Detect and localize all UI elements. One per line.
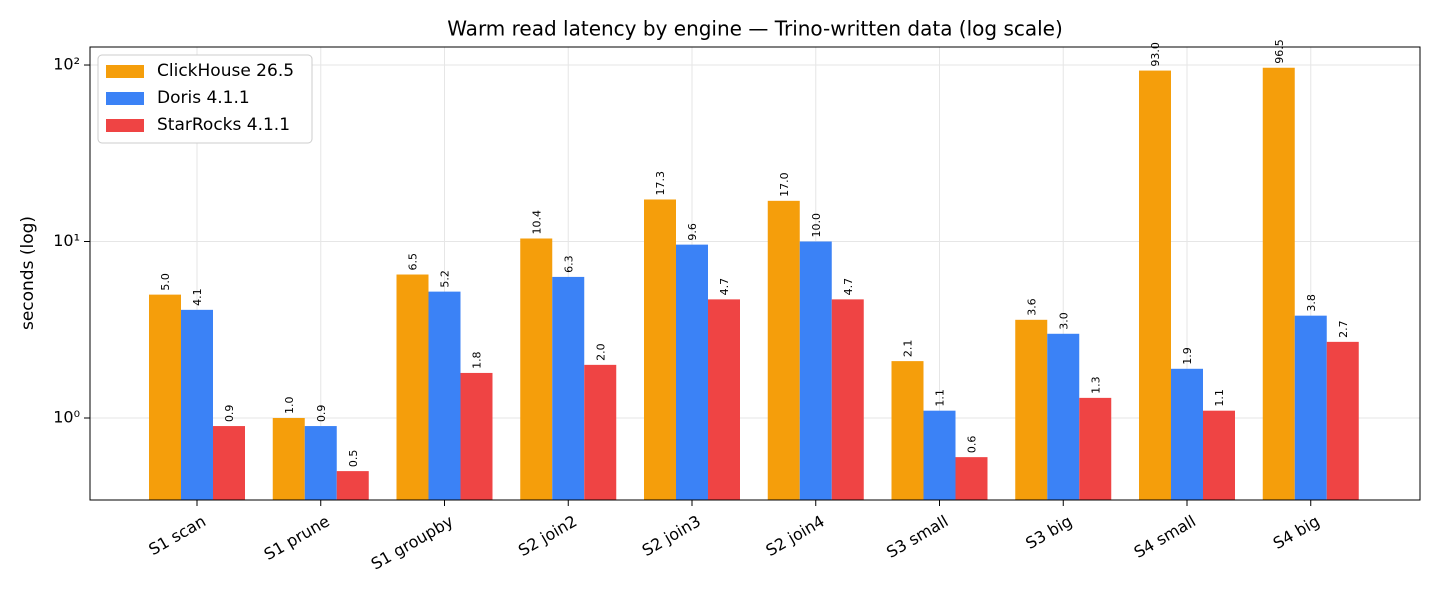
bar [1294, 315, 1327, 500]
bar-value-label: 0.6 [966, 436, 979, 454]
bar-value-label: 0.9 [315, 405, 328, 423]
bar [460, 372, 493, 500]
bar [1139, 70, 1171, 500]
bar [428, 291, 461, 500]
bar [1262, 67, 1295, 500]
bar [799, 241, 832, 500]
bar-value-label: 0.5 [347, 450, 360, 468]
bar [923, 410, 956, 500]
bar-value-label: 17.0 [778, 172, 791, 197]
legend-label: ClickHouse 26.5 [157, 61, 294, 81]
bar-value-label: 4.1 [191, 288, 204, 306]
bar-value-label: 6.5 [407, 253, 420, 271]
legend-swatch [106, 92, 144, 105]
bar [336, 471, 369, 500]
bar-value-label: 3.8 [1305, 294, 1318, 312]
bar-value-label: 93.0 [1149, 42, 1162, 67]
bars: 5.0 1.0 6.5 10.4 17.3 17.0 2.1 3.6 93.0 96.5 4.1 0.… [149, 39, 1359, 501]
bar-value-label: 2.0 [594, 343, 607, 361]
bar [767, 200, 800, 501]
legend-label: Doris 4.1.1 [157, 88, 250, 108]
bar-value-label: 4.7 [842, 278, 855, 296]
legend-swatch [106, 65, 144, 78]
bar-value-label: 1.1 [934, 389, 947, 407]
bar [520, 238, 553, 501]
bar [1203, 410, 1235, 500]
y-tick-label: 10⁰ [53, 407, 80, 426]
bar-value-label: 1.9 [1181, 347, 1194, 365]
legend-label: StarRocks 4.1.1 [157, 115, 290, 135]
bar [1015, 319, 1048, 500]
bar [213, 426, 245, 500]
legend-swatch [106, 119, 144, 132]
bar [1171, 368, 1203, 500]
legend: ClickHouse 26.5 Doris 4.1.1 StarRocks 4.1.… [97, 54, 313, 144]
bar-value-label: 10.0 [810, 213, 823, 238]
bar [272, 417, 305, 500]
y-tick-label: 10¹ [53, 231, 80, 250]
bar-value-label: 1.1 [1213, 389, 1226, 407]
bar [676, 244, 708, 500]
bar-value-label: 2.7 [1337, 320, 1350, 338]
bar-value-label: 17.3 [654, 171, 667, 196]
bar [708, 299, 740, 500]
bar [396, 274, 429, 500]
bar-value-label: 4.7 [718, 278, 731, 296]
legend-box [97, 54, 313, 144]
bar [1047, 333, 1080, 500]
bar [1079, 397, 1112, 500]
y-tick-label: 10² [53, 55, 80, 74]
bar [149, 294, 181, 500]
y-axis-label: seconds (log) [18, 216, 38, 330]
bar-value-label: 5.0 [159, 273, 172, 291]
bar-value-label: 1.0 [283, 396, 296, 414]
bar [955, 457, 988, 500]
bar-value-label: 1.8 [471, 351, 484, 369]
bar-value-label: 0.9 [223, 405, 236, 423]
bar-value-label: 1.3 [1089, 376, 1102, 394]
bar [584, 364, 617, 500]
bar [891, 361, 924, 500]
bar-value-label: 9.6 [686, 223, 699, 241]
bar [644, 199, 676, 500]
bar [181, 309, 213, 500]
bar [304, 426, 337, 500]
bar-value-label: 96.5 [1273, 39, 1286, 64]
bar-value-label: 10.4 [530, 210, 543, 235]
bar-value-label: 3.0 [1057, 312, 1070, 330]
bar-value-label: 3.6 [1025, 298, 1038, 316]
bar [1326, 341, 1359, 500]
bar-value-label: 6.3 [562, 255, 575, 273]
plot-frame [89, 46, 1421, 501]
bar-value-label: 2.1 [902, 340, 915, 358]
bar-value-label: 5.2 [439, 270, 452, 288]
bar [831, 299, 864, 500]
chart-title: Warm read latency by engine — Trino-writ… [447, 17, 1063, 41]
bar [552, 276, 585, 500]
